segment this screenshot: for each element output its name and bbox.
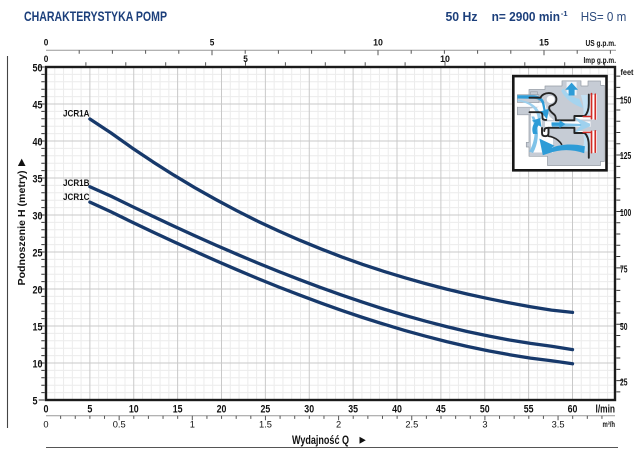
svg-text:2.5: 2.5: [405, 420, 418, 430]
svg-text:100: 100: [620, 207, 631, 219]
svg-text:15: 15: [539, 38, 549, 49]
svg-text:40: 40: [392, 403, 402, 415]
svg-text:CHARAKTERYSTYKA POMP: CHARAKTERYSTYKA POMP: [24, 9, 167, 24]
svg-text:-1: -1: [561, 9, 568, 18]
svg-text:45: 45: [33, 100, 43, 112]
svg-text:JCR1A: JCR1A: [63, 109, 90, 120]
svg-text:10: 10: [440, 54, 450, 65]
svg-text:25: 25: [620, 377, 628, 389]
svg-text:40: 40: [33, 137, 43, 149]
svg-text:2: 2: [336, 420, 341, 430]
svg-text:50 Hz: 50 Hz: [446, 9, 478, 24]
svg-text:10: 10: [33, 359, 43, 371]
svg-text:35: 35: [33, 174, 43, 186]
svg-text:US g.p.m.: US g.p.m.: [586, 38, 617, 48]
svg-text:JCR1B: JCR1B: [63, 178, 90, 189]
svg-text:0: 0: [43, 420, 48, 430]
svg-text:25: 25: [261, 403, 271, 415]
svg-text:35: 35: [348, 403, 358, 415]
svg-text:150: 150: [620, 94, 631, 106]
svg-text:55: 55: [524, 403, 534, 415]
svg-text:5: 5: [87, 403, 92, 415]
svg-text:5: 5: [243, 54, 248, 65]
svg-text:0: 0: [44, 38, 49, 49]
svg-text:30: 30: [304, 403, 314, 415]
svg-text:m³/h: m³/h: [603, 420, 616, 429]
svg-text:15: 15: [33, 322, 43, 334]
svg-text:30: 30: [33, 211, 43, 223]
svg-text:0.5: 0.5: [113, 420, 126, 430]
svg-text:50: 50: [480, 403, 490, 415]
svg-text:10: 10: [129, 403, 139, 415]
svg-text:HS= 0 m: HS= 0 m: [581, 9, 627, 24]
svg-text:Podnoszenie H (metry): Podnoszenie H (metry): [16, 171, 28, 286]
svg-text:20: 20: [217, 403, 227, 415]
svg-text:1.5: 1.5: [259, 420, 272, 430]
svg-text:Imp g.p.m.: Imp g.p.m.: [584, 55, 617, 65]
svg-text:10: 10: [373, 38, 383, 49]
svg-text:45: 45: [436, 403, 446, 415]
svg-text:0: 0: [44, 54, 49, 65]
svg-text:1: 1: [190, 420, 195, 430]
svg-text:3.5: 3.5: [552, 420, 565, 430]
svg-text:125: 125: [620, 150, 631, 162]
svg-text:feet: feet: [621, 67, 634, 77]
svg-text:20: 20: [33, 285, 43, 297]
svg-text:Wydajność Q: Wydajność Q: [292, 435, 349, 447]
svg-text:JCR1C: JCR1C: [63, 192, 90, 203]
svg-text:15: 15: [173, 403, 183, 415]
svg-text:75: 75: [620, 264, 628, 276]
svg-text:50: 50: [33, 63, 43, 75]
svg-text:3: 3: [482, 420, 487, 430]
svg-text:0: 0: [44, 403, 49, 415]
svg-text:5: 5: [210, 38, 215, 49]
svg-text:50: 50: [620, 321, 628, 333]
svg-text:60: 60: [568, 403, 578, 415]
svg-text:25: 25: [33, 248, 43, 260]
svg-text:n= 2900 min: n= 2900 min: [492, 9, 560, 24]
svg-text:5: 5: [33, 396, 38, 408]
svg-text:l/min: l/min: [596, 403, 616, 415]
